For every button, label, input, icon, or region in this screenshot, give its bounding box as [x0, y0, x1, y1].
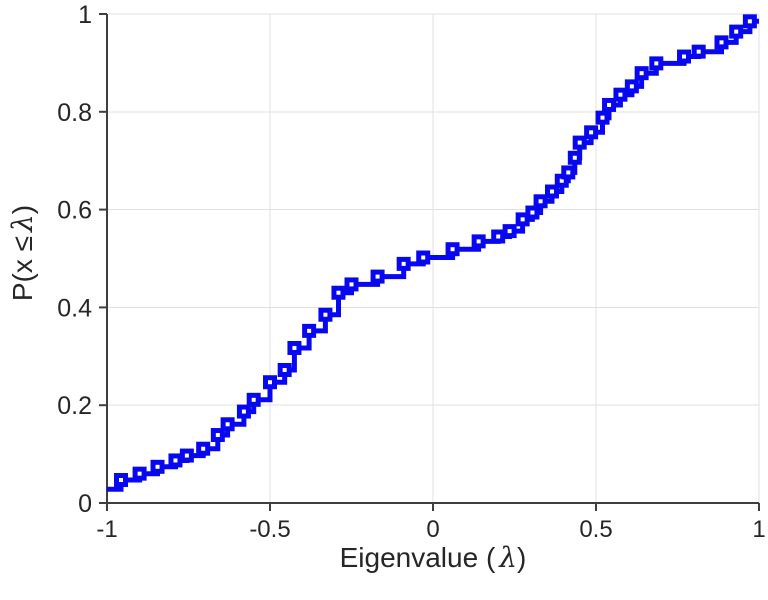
y-tick-label: 0.8 — [57, 99, 92, 127]
y-tick-label: 0.2 — [57, 392, 92, 420]
data-point-marker — [634, 66, 649, 81]
x-axis-label: Eigenvalue (λ) — [107, 541, 759, 574]
lambda-symbol: λ — [499, 541, 518, 574]
data-point-marker — [277, 362, 292, 377]
data-point-marker — [396, 256, 411, 271]
data-point-marker — [246, 392, 261, 407]
data-point-marker — [567, 150, 582, 165]
data-point-marker — [344, 277, 359, 292]
x-tick-label: 0 — [426, 516, 439, 543]
lambda-symbol: λ — [6, 214, 39, 232]
data-point-marker — [370, 269, 385, 284]
data-point-marker — [544, 184, 559, 199]
data-point-marker — [114, 473, 129, 488]
data-point-marker — [561, 165, 576, 180]
data-point-marker — [525, 205, 540, 220]
x-axis-label-text: Eigenvalue ( — [339, 542, 496, 573]
data-point-marker — [595, 110, 610, 125]
y-axis-label-text: P(x ≤ — [7, 235, 38, 302]
data-point-marker — [491, 229, 506, 244]
y-axis-label-close: ) — [7, 204, 38, 215]
data-point-marker — [677, 49, 692, 64]
data-point-marker — [471, 234, 486, 249]
y-tick-label: 1 — [78, 1, 92, 29]
data-point-marker — [150, 459, 165, 474]
x-tick-label: 1 — [752, 516, 765, 543]
data-point-marker — [691, 44, 706, 59]
data-point-marker — [572, 135, 587, 150]
data-point-marker — [584, 125, 599, 140]
data-point-marker — [416, 250, 431, 265]
data-point-marker — [132, 466, 147, 481]
data-point-marker — [742, 14, 757, 29]
data-point-marker — [236, 404, 251, 419]
data-point-marker — [302, 323, 317, 338]
y-tick-label: 0.4 — [57, 294, 92, 322]
data-point-marker — [445, 242, 460, 257]
data-point-marker — [729, 24, 744, 39]
data-point-marker — [168, 453, 183, 468]
x-axis-label-close: ) — [517, 542, 527, 573]
data-point-marker — [263, 375, 277, 390]
data-point-marker — [179, 448, 194, 463]
data-point-marker — [502, 224, 517, 239]
data-point-marker — [287, 340, 302, 355]
y-tick-label: 0 — [78, 490, 92, 518]
data-point-marker — [649, 56, 664, 71]
data-point-marker — [624, 79, 639, 94]
data-point-marker — [331, 285, 346, 300]
data-point-marker — [714, 35, 729, 50]
data-point-marker — [533, 194, 548, 209]
data-point-marker — [220, 417, 235, 432]
x-tick-label: -0.5 — [249, 516, 290, 543]
data-point-marker — [602, 97, 617, 112]
x-tick-label: 0.5 — [579, 516, 612, 543]
data-point-marker — [318, 307, 333, 322]
y-tick-label: 0.6 — [57, 197, 92, 225]
y-axis-label: P(x ≤ λ) — [6, 0, 40, 513]
data-point-marker — [613, 87, 628, 102]
data-point-marker — [196, 441, 211, 456]
x-tick-label: -1 — [96, 516, 117, 543]
data-point-marker — [210, 428, 225, 443]
